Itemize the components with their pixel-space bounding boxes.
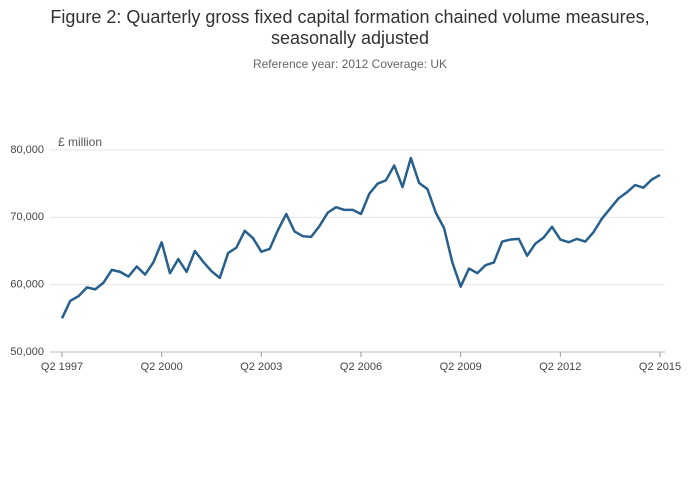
line: [60, 156, 661, 319]
x-tick-label: Q2 2012: [539, 361, 581, 373]
y-tick-label: 60,000: [10, 279, 44, 291]
y-tick-label: 80,000: [10, 144, 44, 156]
x-tick-label: Q2 2000: [141, 361, 183, 373]
y-axis-label: £ million: [58, 135, 102, 149]
x-tick-label: Q2 2015: [639, 361, 681, 373]
x-tick-label: Q2 2009: [440, 361, 482, 373]
y-tick-label: 70,000: [10, 211, 44, 223]
chart-title: seasonally adjusted: [271, 28, 429, 48]
x-tick-label: Q2 2003: [240, 361, 282, 373]
x-tick-label: Q2 1997: [41, 361, 83, 373]
chart-subtitle: Reference year: 2012 Coverage: UK: [253, 57, 447, 71]
y-tick-label: 50,000: [10, 346, 44, 358]
chart-title: Figure 2: Quarterly gross fixed capital …: [50, 7, 649, 27]
x-tick-label: Q2 2006: [340, 361, 382, 373]
